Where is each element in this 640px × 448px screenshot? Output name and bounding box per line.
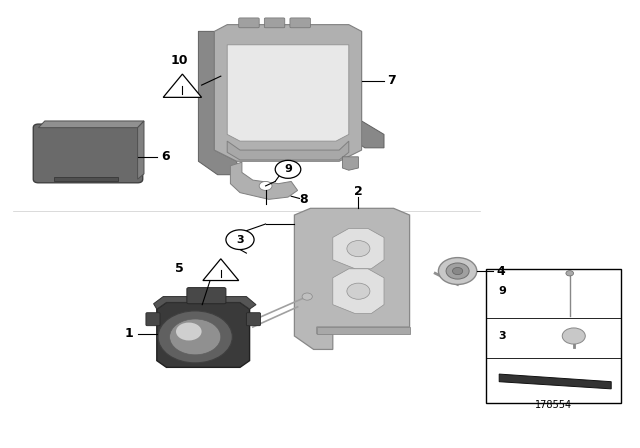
Circle shape	[176, 323, 202, 340]
Polygon shape	[499, 374, 611, 389]
Polygon shape	[203, 259, 239, 280]
Polygon shape	[154, 297, 256, 309]
Text: 178554: 178554	[535, 401, 572, 410]
Polygon shape	[214, 25, 362, 161]
Polygon shape	[198, 31, 237, 175]
Text: 8: 8	[300, 193, 308, 206]
FancyBboxPatch shape	[146, 313, 160, 326]
Polygon shape	[227, 141, 349, 160]
Bar	[486, 269, 621, 403]
Polygon shape	[230, 162, 298, 199]
Circle shape	[158, 311, 232, 363]
Polygon shape	[333, 228, 384, 269]
Polygon shape	[138, 121, 144, 179]
FancyBboxPatch shape	[187, 288, 226, 304]
FancyBboxPatch shape	[246, 313, 260, 326]
Text: 3: 3	[499, 331, 506, 341]
FancyBboxPatch shape	[239, 18, 259, 28]
Text: 2: 2	[354, 185, 363, 198]
FancyBboxPatch shape	[290, 18, 310, 28]
Text: 10: 10	[170, 54, 188, 67]
Text: 4: 4	[496, 264, 505, 278]
Polygon shape	[333, 269, 384, 314]
Text: 7: 7	[387, 74, 396, 87]
Circle shape	[226, 230, 254, 250]
Polygon shape	[157, 302, 250, 367]
Text: 1: 1	[125, 327, 134, 340]
Circle shape	[563, 328, 585, 344]
Circle shape	[302, 293, 312, 300]
Polygon shape	[38, 121, 144, 128]
Text: 9: 9	[284, 164, 292, 174]
Text: 6: 6	[161, 150, 170, 164]
Circle shape	[452, 267, 463, 275]
Circle shape	[275, 160, 301, 178]
Text: 9: 9	[499, 286, 506, 296]
Polygon shape	[342, 157, 358, 170]
Circle shape	[438, 258, 477, 284]
FancyBboxPatch shape	[264, 18, 285, 28]
Bar	[54, 177, 118, 181]
FancyBboxPatch shape	[33, 124, 143, 183]
Circle shape	[170, 319, 221, 355]
Circle shape	[347, 283, 370, 299]
Circle shape	[347, 241, 370, 257]
Polygon shape	[317, 327, 410, 334]
Polygon shape	[294, 208, 410, 349]
Text: 5: 5	[175, 262, 184, 276]
Circle shape	[259, 181, 272, 190]
Text: 3: 3	[236, 235, 244, 245]
Polygon shape	[346, 31, 384, 148]
Polygon shape	[227, 45, 349, 141]
Polygon shape	[163, 74, 202, 97]
Circle shape	[446, 263, 469, 279]
Circle shape	[566, 271, 573, 276]
